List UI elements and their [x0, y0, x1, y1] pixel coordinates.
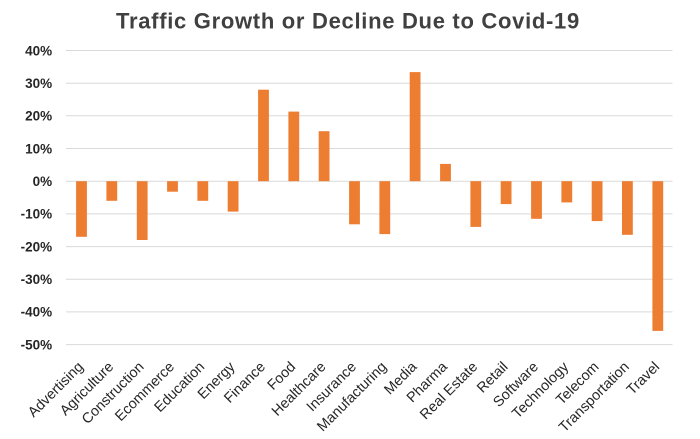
svg-text:20%: 20%: [25, 109, 52, 124]
svg-text:30%: 30%: [25, 76, 52, 91]
svg-text:-30%: -30%: [21, 272, 53, 287]
svg-text:-50%: -50%: [21, 337, 53, 352]
svg-text:-40%: -40%: [21, 305, 53, 320]
svg-text:0%: 0%: [33, 174, 53, 189]
svg-text:Traffic Growth or Decline Due: Traffic Growth or Decline Due to Covid-1…: [116, 9, 580, 34]
svg-text:40%: 40%: [25, 43, 52, 58]
svg-text:-20%: -20%: [21, 239, 53, 254]
svg-text:-10%: -10%: [21, 207, 53, 222]
svg-text:10%: 10%: [25, 141, 52, 156]
